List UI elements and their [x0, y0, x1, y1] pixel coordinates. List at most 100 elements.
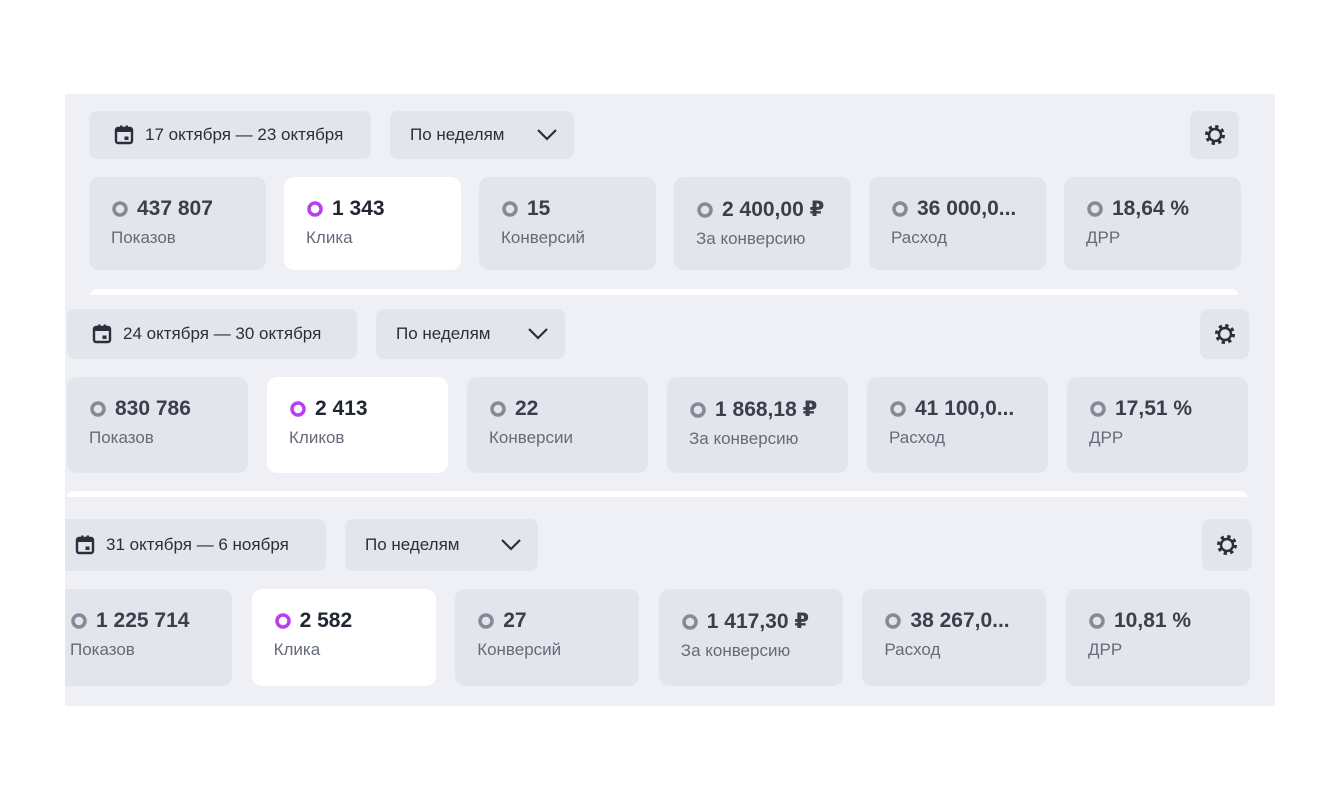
metric-card[interactable]: 38 267,0... Расход [862, 589, 1047, 686]
metric-label: Клика [273, 640, 321, 659]
metric-card[interactable]: 2 400,00 ₽ За конверсию [674, 177, 851, 270]
metric-value-row: 1 417,30 ₽ [681, 609, 843, 634]
metric-label-row: Показов [111, 228, 266, 248]
metric-indicator [690, 401, 706, 418]
metric-value-row: 1 868,18 ₽ [689, 397, 848, 422]
metric-value-row: 17,51 % [1089, 397, 1248, 421]
metric-value: 41 100,0... [915, 397, 1015, 420]
period-label: По неделям [410, 125, 505, 144]
metric-indicator [490, 401, 506, 417]
metric-value-row: 36 000,0... [891, 197, 1046, 221]
metric-indicator [478, 613, 494, 629]
metric-value: 1 343 [332, 197, 385, 220]
period-label: По неделям [396, 324, 491, 343]
metric-indicator [307, 201, 323, 217]
metric-indicator [1090, 401, 1106, 417]
metric-value: 2 400,00 ₽ [722, 198, 825, 221]
metric-card[interactable]: 17,51 % ДРР [1067, 377, 1248, 473]
metric-value-row: 41 100,0... [889, 397, 1048, 421]
metric-label: ДРР [1088, 640, 1123, 659]
metric-label: За конверсию [696, 229, 806, 248]
chevron-icon [528, 328, 548, 340]
metric-label-row: За конверсию [696, 229, 851, 249]
metric-label: Показов [89, 428, 154, 447]
metric-card[interactable]: 27 Конверсий [455, 589, 640, 686]
metric-card[interactable]: 1 868,18 ₽ За конверсию [667, 377, 848, 473]
metric-card[interactable]: 2 413 Кликов [267, 377, 448, 473]
metric-label-row: Показов [70, 640, 232, 660]
metric-label: Расход [891, 228, 948, 247]
metric-value: 36 000,0... [917, 197, 1017, 220]
metric-card[interactable]: 18,64 % ДРР [1064, 177, 1241, 270]
settings-button[interactable] [1200, 309, 1249, 359]
period-select[interactable]: По неделям [390, 111, 574, 159]
metric-indicator [697, 201, 713, 218]
date-range-button[interactable]: 17 октября — 23 октября [89, 111, 371, 159]
metric-value: 15 [527, 197, 551, 220]
metric-label-row: Конверсий [501, 228, 656, 248]
metric-indicator [682, 613, 698, 630]
metric-card[interactable]: 830 786 Показов [67, 377, 248, 473]
metric-label-row: Кликов [289, 428, 448, 448]
period-section: 17 октября — 23 октября По неделям 437 807… [65, 94, 1275, 706]
metric-value-row: 1 225 714 [70, 609, 232, 633]
metric-label: Расход [884, 640, 941, 659]
period-select[interactable]: По неделям [345, 519, 538, 571]
metric-card[interactable]: 437 807 Показов [89, 177, 266, 270]
date-range-button[interactable]: 24 октября — 30 октября [67, 309, 357, 359]
metric-label: Показов [70, 640, 135, 659]
metric-indicator [90, 401, 106, 417]
metric-card[interactable]: 1 343 Клика [284, 177, 461, 270]
metric-label-row: Расход [884, 640, 1046, 660]
metric-label-row: ДРР [1088, 640, 1250, 660]
metric-value-row: 1 343 [306, 197, 461, 221]
chevron-icon [501, 539, 521, 551]
metric-indicator [502, 201, 518, 217]
metric-card[interactable]: 15 Конверсий [479, 177, 656, 270]
metric-value: 1 417,30 ₽ [706, 610, 809, 633]
metric-card[interactable]: 22 Конверсии [467, 377, 648, 473]
metric-label: Конверсий [477, 640, 562, 659]
metric-label: За конверсию [689, 429, 799, 448]
gear-icon [1214, 324, 1235, 344]
settings-button[interactable] [1190, 111, 1239, 159]
date-range: 31 октября — 6 ноября [106, 535, 289, 554]
period-select[interactable]: По неделям [376, 309, 565, 359]
settings-button[interactable] [1202, 519, 1252, 571]
metric-label-row: Расход [889, 428, 1048, 448]
date-range-button[interactable]: 31 октября — 6 ноября [65, 519, 326, 571]
metric-label: За конверсию [680, 641, 791, 660]
metric-value: 38 267,0... [910, 609, 1010, 632]
metric-label: Конверсий [501, 228, 585, 247]
metric-value: 2 413 [315, 397, 368, 420]
calendar-icon [114, 125, 134, 145]
metric-value-row: 38 267,0... [884, 609, 1046, 633]
metric-indicator [290, 401, 306, 417]
metric-card[interactable]: 1 225 714 Показов [65, 589, 232, 686]
gear-icon [1204, 125, 1225, 145]
metric-value-row: 830 786 [89, 397, 248, 421]
metric-card[interactable]: 1 417,30 ₽ За конверсию [658, 589, 843, 686]
metric-indicator [1089, 613, 1105, 629]
metric-value: 22 [515, 397, 539, 420]
metric-label-row: Конверсий [477, 640, 639, 660]
metric-label-row: ДРР [1086, 228, 1241, 248]
metric-label: Кликов [289, 428, 345, 447]
metric-label: ДРР [1089, 428, 1124, 447]
metric-label: Клика [306, 228, 353, 247]
metric-card[interactable]: 2 582 Клика [251, 589, 436, 686]
period-section: 31 октября — 6 ноября По неделям 1 225 714… [65, 94, 1275, 706]
metric-label-row: Конверсии [489, 428, 648, 448]
metric-value: 1 868,18 ₽ [715, 398, 818, 421]
metric-value: 10,81 % [1114, 609, 1192, 632]
metric-card[interactable]: 36 000,0... Расход [869, 177, 1046, 270]
metric-card[interactable]: 10,81 % ДРР [1066, 589, 1250, 686]
metric-value-row: 15 [501, 197, 656, 221]
section-divider [67, 491, 1247, 497]
metric-label-row: Расход [891, 228, 1046, 248]
metric-card[interactable]: 41 100,0... Расход [867, 377, 1048, 473]
period-section: 24 октября — 30 октября По неделям 830 786… [65, 94, 1275, 706]
section-divider [91, 289, 1238, 295]
metric-value-row: 2 400,00 ₽ [696, 197, 851, 222]
